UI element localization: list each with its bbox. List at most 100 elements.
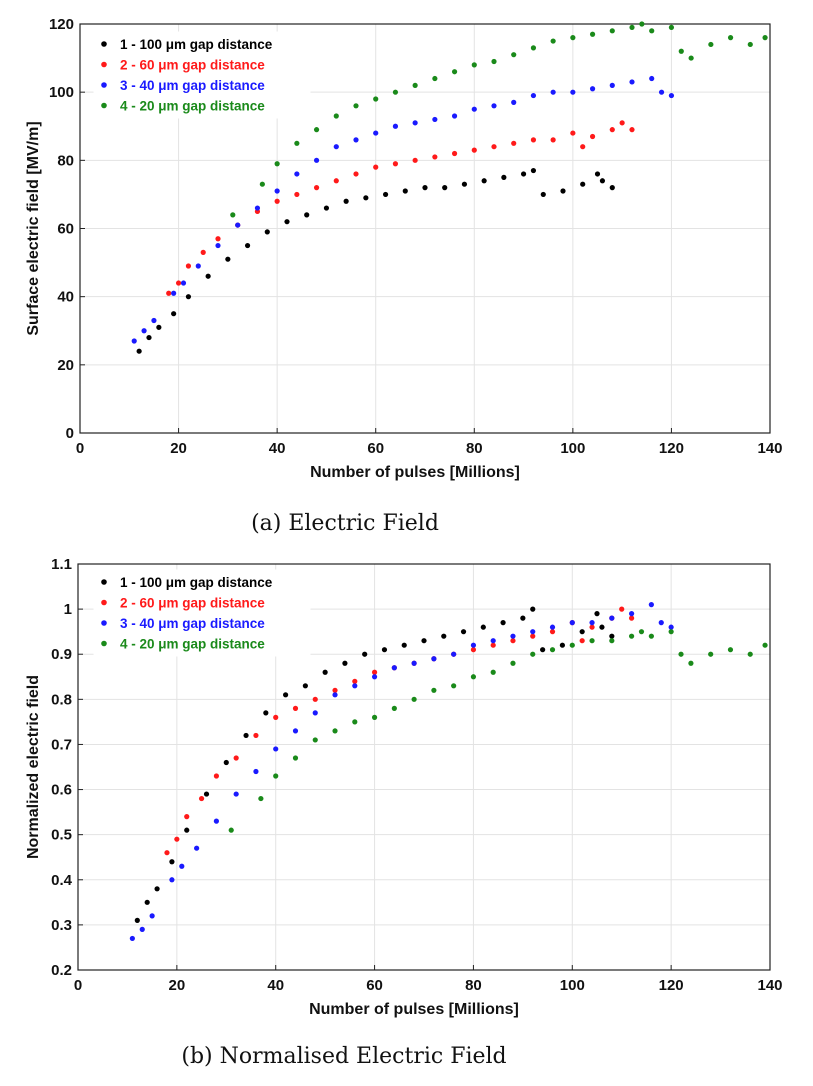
legend-entry-2: 2 - 60 μm gap distance — [120, 58, 265, 73]
chart-panel-b: 0 20 40 60 80 100 120 140 0.2 0.3 0.4 0.5 0.6 0.7 0.8 0… — [25, 556, 783, 1069]
y-tick-label: 0.4 — [51, 872, 73, 889]
data-point — [678, 651, 684, 657]
data-point — [708, 651, 714, 657]
chart-panel-a: 0 20 40 60 80 100 120 140 0 20 40 60 80 100 120 Number … — [25, 16, 783, 536]
data-point — [411, 660, 417, 666]
legend-box — [93, 31, 311, 119]
x-tick-label: 80 — [466, 440, 483, 457]
data-point — [629, 127, 635, 133]
data-point — [412, 120, 418, 126]
data-point — [213, 773, 219, 779]
data-point — [139, 926, 145, 933]
series-1 — [136, 167, 615, 354]
data-point — [203, 791, 210, 797]
data-point — [510, 660, 516, 666]
data-point — [589, 133, 596, 140]
data-point — [392, 123, 399, 129]
data-point — [294, 191, 300, 198]
data-point — [213, 818, 219, 824]
data-point — [352, 683, 358, 689]
data-point — [284, 219, 290, 225]
x-tick-label: 140 — [757, 440, 782, 457]
data-point — [490, 669, 496, 675]
x-tick-label: 100 — [560, 440, 585, 457]
data-point — [333, 113, 339, 119]
data-point — [373, 130, 379, 136]
data-point — [470, 674, 477, 680]
data-point — [549, 629, 556, 635]
data-point — [530, 651, 536, 657]
data-point — [510, 638, 516, 644]
legend-marker — [101, 640, 107, 647]
series-4 — [230, 21, 768, 218]
data-point — [432, 154, 438, 160]
data-point — [579, 629, 585, 635]
data-point — [530, 137, 537, 143]
x-tick-label: 120 — [659, 440, 684, 457]
data-point — [708, 41, 714, 48]
data-point — [609, 82, 615, 88]
data-point — [144, 899, 150, 905]
data-point — [274, 198, 280, 204]
data-point — [171, 311, 177, 317]
data-point — [688, 55, 694, 61]
y-tick-label: 0.6 — [51, 782, 72, 799]
data-point — [727, 647, 734, 653]
data-point — [352, 719, 358, 725]
series-3 — [131, 75, 675, 344]
data-point — [629, 24, 635, 31]
data-point — [332, 728, 338, 734]
data-point — [411, 696, 417, 702]
data-point — [491, 58, 497, 65]
data-point — [570, 89, 576, 95]
data-point — [235, 222, 241, 228]
data-point — [146, 334, 152, 341]
figure-caption: (a) Electric Field — [251, 511, 439, 536]
data-point — [594, 611, 600, 617]
data-point — [292, 728, 299, 734]
data-point — [550, 89, 556, 95]
data-point — [569, 642, 575, 648]
data-point — [511, 140, 517, 146]
y-tick-label: 0.8 — [51, 691, 72, 708]
data-point — [149, 913, 155, 919]
data-point — [549, 647, 556, 653]
data-point — [530, 606, 536, 612]
plot-frame — [77, 563, 771, 971]
legend: 1 - 100 μm gap distance 2 - 60 μm gap dis… — [93, 569, 311, 657]
data-point — [649, 75, 655, 82]
y-tick-label: 0.9 — [51, 646, 72, 663]
data-point — [243, 732, 249, 739]
legend-marker — [101, 599, 107, 606]
data-point — [594, 171, 601, 177]
y-tick-label: 1.1 — [51, 556, 72, 573]
data-point — [639, 21, 645, 27]
data-point — [540, 647, 546, 653]
data-point — [629, 79, 635, 85]
data-point — [391, 665, 397, 671]
data-point — [609, 633, 615, 639]
data-point — [550, 137, 556, 143]
data-point — [451, 150, 458, 157]
legend-marker — [101, 620, 107, 626]
data-point — [762, 642, 768, 648]
data-point — [371, 674, 378, 680]
data-point — [511, 52, 517, 58]
data-point — [599, 178, 606, 184]
data-point — [471, 62, 477, 68]
x-tick-label: 60 — [366, 977, 383, 994]
data-point — [195, 263, 201, 269]
x-tick-label: 20 — [169, 977, 186, 994]
data-point — [371, 669, 378, 675]
data-point — [259, 181, 265, 187]
data-point — [200, 249, 206, 255]
data-point — [180, 280, 187, 286]
data-point — [233, 755, 239, 761]
data-point — [619, 606, 625, 612]
data-point — [313, 127, 320, 133]
data-point — [258, 795, 264, 802]
data-point — [412, 157, 418, 163]
data-point — [747, 41, 753, 48]
data-point — [313, 157, 320, 163]
legend: 1 - 100 μm gap distance 2 - 60 μm gap dis… — [93, 31, 311, 119]
